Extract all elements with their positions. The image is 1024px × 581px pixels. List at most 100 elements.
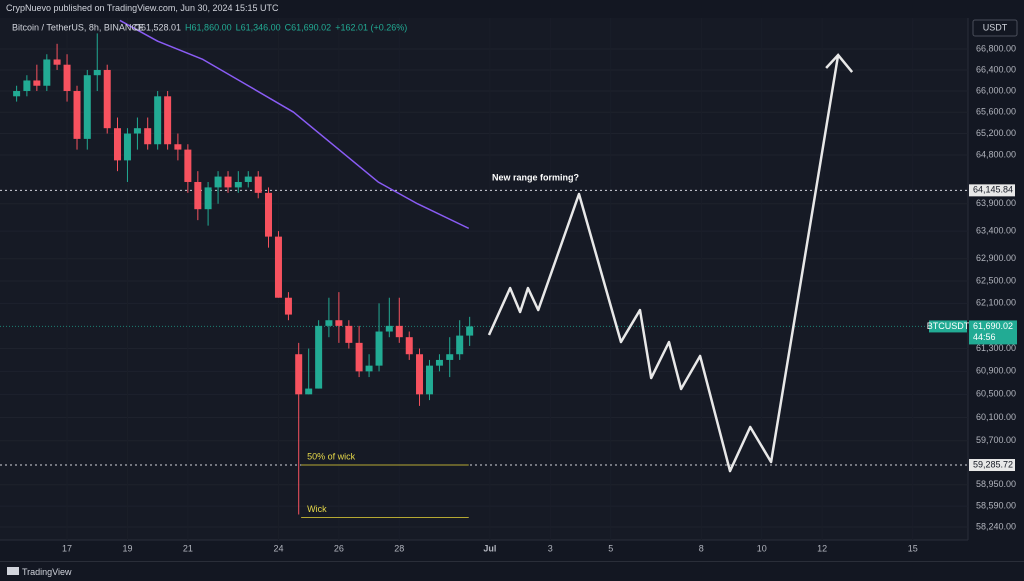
labels: 66,800.00 66,400.00 66,000.00 65,600.00 65,2… [62,22,1017,553]
candle-body [174,144,182,150]
last-price-tag [969,320,1017,345]
candle-body [395,325,403,338]
y-tick-label: 64,800.00 [976,149,1016,159]
x-tick-label: 12 [817,543,827,553]
candle-body [385,325,393,332]
projection-label: New range forming? [492,172,579,182]
countdown-label: 44:56 [973,332,996,342]
candle-body [113,128,121,161]
candle-body [305,388,313,395]
candle-body [355,342,363,372]
y-tick-label: 63,400.00 [976,225,1016,235]
candle-body [23,80,31,92]
candle-body [204,187,212,210]
candle-body [315,325,323,389]
symbol-tag [929,320,967,333]
candle-body [73,91,81,139]
candle-body [144,128,152,145]
marks [0,19,968,518]
candle-body [83,75,91,139]
plot-background [0,18,968,540]
candle-body [365,365,373,372]
x-tick-label: 10 [757,543,767,553]
y-tick-label: 58,240.00 [976,521,1016,531]
y-tick-label: 61,300.00 [976,343,1016,353]
candle-body [274,236,282,298]
x-tick-label: 5 [608,543,613,553]
candle-body [214,176,222,188]
candle-body [164,96,172,145]
footer-brand: TradingView [22,567,72,577]
x-tick-label: 26 [334,543,344,553]
x-tick-label: 24 [273,543,283,553]
y-tick-label: 60,100.00 [976,412,1016,422]
projection-path [487,54,840,473]
y-tick-label: 58,590.00 [976,501,1016,511]
candle-body [456,335,464,355]
currency[interactable]: USDT [983,22,1008,32]
y-tick-label: 60,900.00 [976,366,1016,376]
candle-body [446,354,454,360]
x-tick-label: 17 [62,543,72,553]
footer: TradingView [0,561,1024,581]
candle-body [154,96,162,145]
annotation-label: Wick [307,504,327,514]
ohlc-legend-item: +162.01 (+0.26%) [335,22,407,32]
candle-body [244,176,252,182]
x-tick-label: 28 [394,543,404,553]
y-tick-label: 65,200.00 [976,128,1016,138]
y-tick-label: 66,000.00 [976,85,1016,95]
projection-arrowhead [825,53,854,73]
candle-body [93,69,101,76]
candle-body [43,59,51,86]
candle-body [133,128,141,134]
y-tick-label: 66,400.00 [976,64,1016,74]
last-price-label: 61,690.02 [973,321,1013,331]
ohlc-legend-item: H61,860.00 [185,22,232,32]
ohlc-legend-item: C61,690.02 [285,22,332,32]
candle-body [466,326,474,336]
candle-body [335,320,343,326]
candle-body [123,133,131,161]
candle-body [416,354,424,395]
price-level-tag [969,184,1015,197]
symbol-title: Bitcoin / TetherUS, 8h, BINANCE [12,22,144,32]
y-tick-label: 65,600.00 [976,107,1016,117]
publish-header: CrypNuevo published on TradingView.com, … [6,3,279,13]
candle-body [265,192,273,237]
y-tick-label: 62,500.00 [976,275,1016,285]
y-tick-label: 62,100.00 [976,298,1016,308]
chart: 66,800.00 66,400.00 66,000.00 65,600.00 65,2… [0,18,1018,553]
logo [7,567,19,575]
ohlc-legend-item: L61,346.00 [236,22,281,32]
candle-body [13,91,21,97]
y-tick-label: 60,500.00 [976,389,1016,399]
candle-body [435,359,443,366]
annotation-label: 50% of wick [307,451,356,461]
y-tick-label: 63,900.00 [976,198,1016,208]
y-tick-label: 58,950.00 [976,479,1016,489]
grid [0,18,968,540]
ohlc-legend-item: O61,528.01 [134,22,181,32]
price-level-label: 59,285.72 [973,459,1013,469]
candle-body [284,297,292,315]
x-tick-label: 3 [548,543,553,553]
candle-body [375,331,383,366]
y-tick-label: 66,800.00 [976,43,1016,53]
currency-box[interactable] [972,19,1018,37]
candle-body [325,320,333,326]
candle-body [405,337,413,355]
x-tick-label: 19 [122,543,132,553]
candle-body [295,354,303,395]
moving-average [119,19,470,230]
candle-body [194,181,202,210]
candle-body [234,181,242,188]
x-tick-label: Jul [483,543,496,553]
symbol-label: BTCUSDT [927,321,970,331]
y-tick-label: 62,900.00 [976,253,1016,263]
candle-body [33,80,41,86]
candle-body [53,59,61,65]
candle-body [184,149,192,182]
y-tick-label: 59,700.00 [976,435,1016,445]
